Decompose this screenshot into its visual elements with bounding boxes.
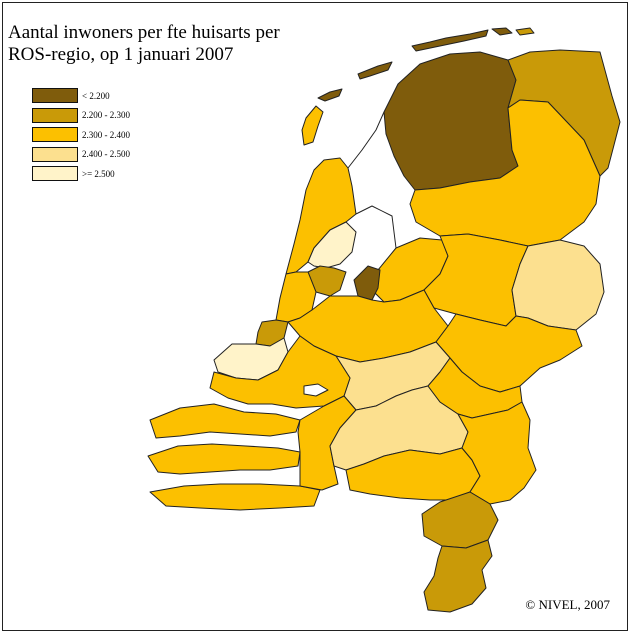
legend: < 2.200 2.200 - 2.300 2.300 - 2.400 2.40… [32, 86, 130, 184]
region-zeeland[interactable] [149, 483, 321, 511]
legend-item: >= 2.500 [32, 164, 130, 184]
region-zaanstreek[interactable] [307, 221, 357, 269]
region-wadden-noord[interactable] [411, 29, 489, 52]
legend-swatch [32, 166, 78, 182]
title-line-2: ROS-regio, op 1 januari 2007 [8, 44, 234, 65]
region-almere[interactable] [353, 265, 381, 301]
region-wadden-noord[interactable] [317, 88, 343, 102]
region-wadden-noord[interactable] [357, 61, 393, 80]
legend-item: < 2.200 [32, 86, 130, 106]
region-zeeland[interactable] [149, 403, 301, 439]
region-midden-limburg[interactable] [421, 491, 499, 549]
legend-swatch [32, 127, 78, 143]
region-zeeland[interactable] [147, 443, 301, 475]
waterway-line [303, 383, 329, 397]
legend-item: 2.300 - 2.400 [32, 125, 130, 145]
legend-item: 2.400 - 2.500 [32, 145, 130, 165]
legend-label: 2.200 - 2.300 [82, 110, 130, 121]
legend-label: 2.300 - 2.400 [82, 129, 130, 140]
copyright-credit: © NIVEL, 2007 [525, 597, 610, 612]
legend-label: >= 2.500 [82, 168, 115, 179]
legend-label: 2.400 - 2.500 [82, 149, 130, 160]
legend-item: 2.200 - 2.300 [32, 106, 130, 126]
legend-label: < 2.200 [82, 90, 110, 101]
region-friesland[interactable] [383, 51, 519, 191]
region-twente[interactable] [511, 239, 605, 331]
legend-swatch [32, 88, 78, 104]
region-wadden-texel[interactable] [301, 105, 324, 146]
afsluitdijk-line [347, 111, 385, 169]
ijsselmeer-shore-line [355, 205, 397, 249]
legend-swatch [32, 146, 78, 162]
region-zuid-limburg[interactable] [423, 539, 493, 613]
region-wadden-noord[interactable] [491, 27, 513, 36]
legend-swatch [32, 107, 78, 123]
region-wadden-noord[interactable] [515, 27, 535, 36]
region-noord-limburg[interactable] [457, 401, 537, 505]
title-line-1: Aantal inwoners per fte huisarts per [8, 22, 280, 43]
map-title: Aantal inwoners per fte huisarts per ROS… [8, 22, 280, 66]
region-amsterdam[interactable] [307, 265, 347, 297]
